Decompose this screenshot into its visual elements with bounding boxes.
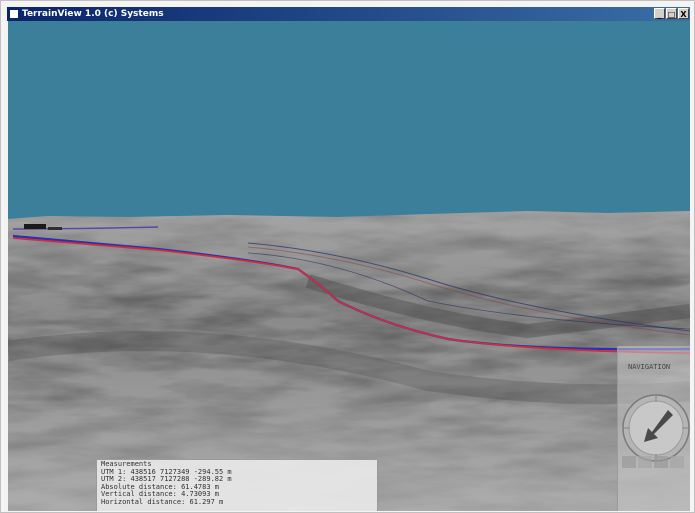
app-icon xyxy=(10,10,18,18)
measurement-horizontal-distance: Horizontal distance: 61.297 m xyxy=(101,497,224,506)
navigation-title: NAVIGATION xyxy=(628,363,671,371)
survey-tracks xyxy=(12,224,690,354)
title-bar[interactable]: TerrainView 1.0 (c) Systems _ □ X xyxy=(7,7,690,21)
measurements-title: Measurements xyxy=(101,460,152,468)
window-controls: _ □ X xyxy=(654,8,689,20)
measurement-utm1: UTM 1: 438516 7127349 -294.55 m xyxy=(101,467,232,476)
measurement-vertical-distance: Vertical distance: 4.73093 m xyxy=(101,490,220,499)
terrain-3d-viewport[interactable]: Measurements UTM 1: 438516 7127349 -294.… xyxy=(8,21,690,511)
maximize-button[interactable]: □ xyxy=(666,8,677,19)
minimize-button[interactable]: _ xyxy=(654,8,665,19)
measurement-absolute-distance: Absolute distance: 61.4783 m xyxy=(101,482,220,491)
measurements-panel: Measurements UTM 1: 438516 7127349 -294.… xyxy=(96,459,378,511)
measurement-utm2: UTM 2: 438517 7127288 -289.82 m xyxy=(101,475,232,484)
compass-arrow-icon[interactable] xyxy=(620,390,690,470)
window-title: TerrainView 1.0 (c) Systems xyxy=(22,9,164,19)
terrain-surface xyxy=(8,211,690,511)
close-button[interactable]: X xyxy=(678,8,689,19)
sky xyxy=(8,21,690,219)
navigation-panel: NAVIGATION xyxy=(617,346,690,511)
